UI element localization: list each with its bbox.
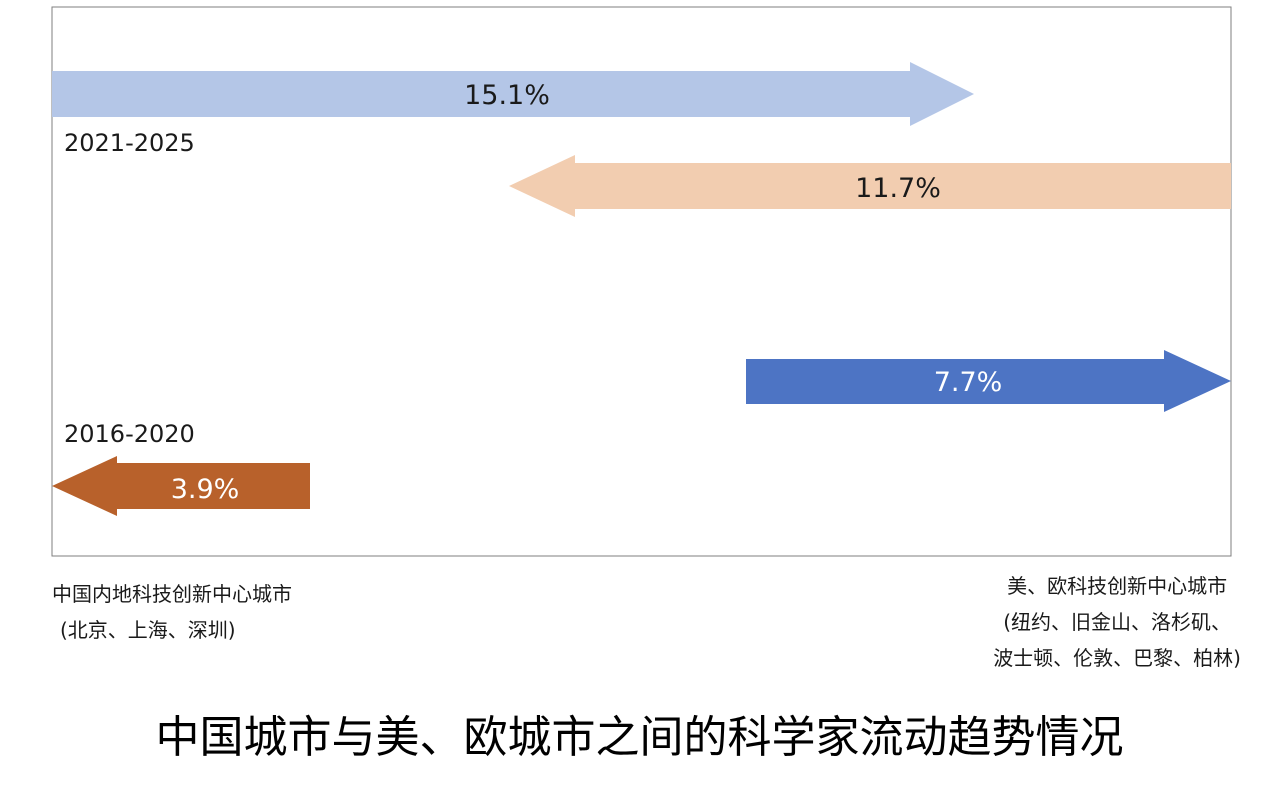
flow-value-2016-2020-outbound: 7.7% <box>934 367 1003 398</box>
china-cities-title: 中国内地科技创新中心城市 <box>52 582 292 606</box>
period-label-2016-2020: 2016-2020 <box>64 420 195 448</box>
us-eu-cities-list-line2: 波士顿、伦敦、巴黎、柏林) <box>993 646 1241 670</box>
flow-value-2021-2025-inbound: 11.7% <box>855 173 941 204</box>
flow-arrow-2021-2025-inbound <box>509 155 1231 217</box>
flow-arrow-2016-2020-outbound <box>746 350 1231 412</box>
flow-arrow-2016-2020-inbound <box>52 456 310 516</box>
flow-value-2016-2020-inbound: 3.9% <box>171 474 240 505</box>
diagram-caption: 中国城市与美、欧城市之间的科学家流动趋势情况 <box>155 712 1124 763</box>
us-eu-cities-list-line1: (纽约、旧金山、洛杉矶、 <box>1003 610 1231 634</box>
us-eu-cities-title: 美、欧科技创新中心城市 <box>1007 574 1228 598</box>
period-label-2021-2025: 2021-2025 <box>64 129 195 157</box>
flow-value-2021-2025-outbound: 15.1% <box>464 80 550 111</box>
china-cities-list: (北京、上海、深圳) <box>60 618 236 642</box>
china-cities-label: 中国内地科技创新中心城市 (北京、上海、深圳) <box>52 576 292 648</box>
flow-arrow-2021-2025-outbound <box>52 62 974 126</box>
us-eu-cities-label: 美、欧科技创新中心城市 (纽约、旧金山、洛杉矶、 波士顿、伦敦、巴黎、柏林) <box>993 568 1241 676</box>
